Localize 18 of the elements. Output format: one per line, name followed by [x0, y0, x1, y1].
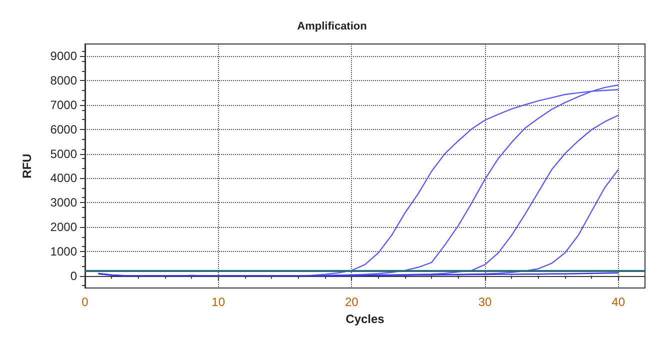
- x-tick-label: 0: [82, 295, 89, 309]
- y-tick-label: 9000: [50, 49, 78, 64]
- y-tick-label: 8000: [50, 74, 78, 88]
- y-tick-label: 4000: [50, 171, 78, 186]
- y-tick-label: 5000: [50, 146, 78, 161]
- x-tick-label: 20: [344, 295, 359, 309]
- x-tick-label: 10: [212, 295, 226, 309]
- y-tick-label: 3000: [50, 196, 78, 210]
- y-tick-label: 6000: [50, 122, 78, 136]
- chart-title: Amplification: [297, 20, 368, 32]
- y-tick-label: 2000: [50, 220, 78, 234]
- x-axis-title: Cycles: [346, 312, 385, 326]
- y-tick-label: 0: [70, 268, 78, 283]
- x-tick-label: 30: [478, 295, 492, 309]
- x-tick-label: 40: [612, 295, 626, 309]
- y-axis-title: RFU: [20, 154, 34, 178]
- y-tick-label: 1000: [50, 244, 78, 258]
- y-tick-label: 7000: [50, 98, 78, 112]
